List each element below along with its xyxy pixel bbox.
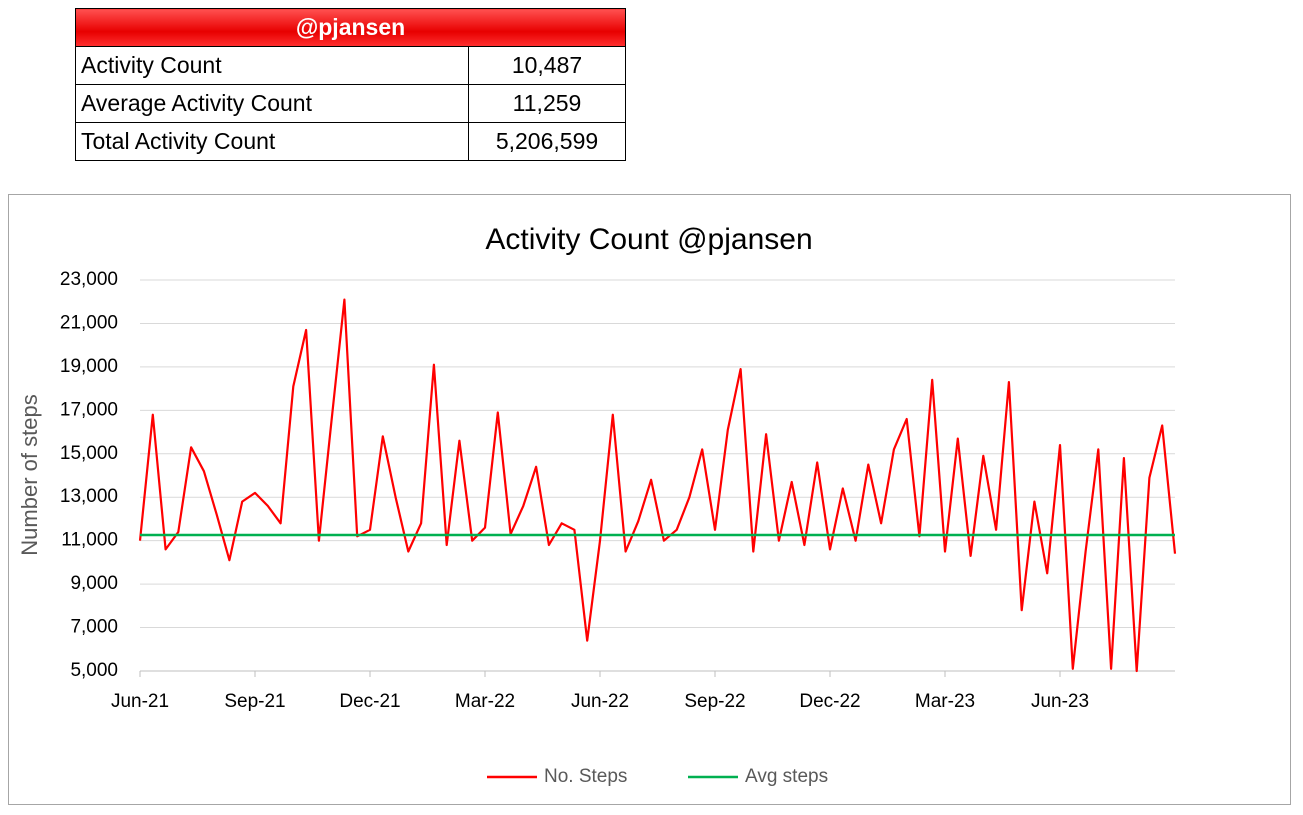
- x-tick-label: Jun-23: [1031, 691, 1089, 712]
- chart-title: Activity Count @pjansen: [485, 223, 812, 256]
- table-title: @pjansen: [75, 8, 626, 47]
- y-tick-label: 5,000: [70, 660, 118, 681]
- series-line: [138, 298, 1177, 673]
- x-tick-label: Sep-21: [224, 691, 285, 712]
- y-tick-label: 7,000: [70, 617, 118, 638]
- row-value: 5,206,599: [468, 122, 626, 161]
- row-value: 11,259: [468, 84, 626, 123]
- y-tick-label: 17,000: [60, 399, 118, 420]
- legend-label: Avg steps: [745, 766, 828, 787]
- x-tick-label: Dec-21: [339, 691, 400, 712]
- x-tick-label: Dec-22: [799, 691, 860, 712]
- row-value: 10,487: [468, 46, 626, 85]
- x-tick-label: Mar-22: [455, 691, 515, 712]
- x-tick-label: Sep-22: [684, 691, 745, 712]
- row-label: Total Activity Count: [75, 122, 469, 161]
- legend-label: No. Steps: [544, 766, 627, 787]
- y-axis-title: Number of steps: [17, 394, 42, 555]
- chart-frame: [8, 194, 1291, 805]
- y-tick-label: 23,000: [60, 269, 118, 290]
- y-tick-label: 9,000: [70, 573, 118, 594]
- y-tick-label: 13,000: [60, 486, 118, 507]
- x-tick-label: Jun-22: [571, 691, 629, 712]
- row-label: Average Activity Count: [75, 84, 469, 123]
- x-tick-label: Jun-21: [111, 691, 169, 712]
- y-tick-label: 19,000: [60, 356, 118, 377]
- y-tick-label: 11,000: [61, 530, 118, 551]
- y-tick-label: 21,000: [60, 312, 118, 333]
- y-tick-label: 15,000: [60, 443, 118, 464]
- x-tick-label: Mar-23: [915, 691, 975, 712]
- summary-table: @pjansen Activity Count 10,487 Average Ac…: [75, 8, 626, 161]
